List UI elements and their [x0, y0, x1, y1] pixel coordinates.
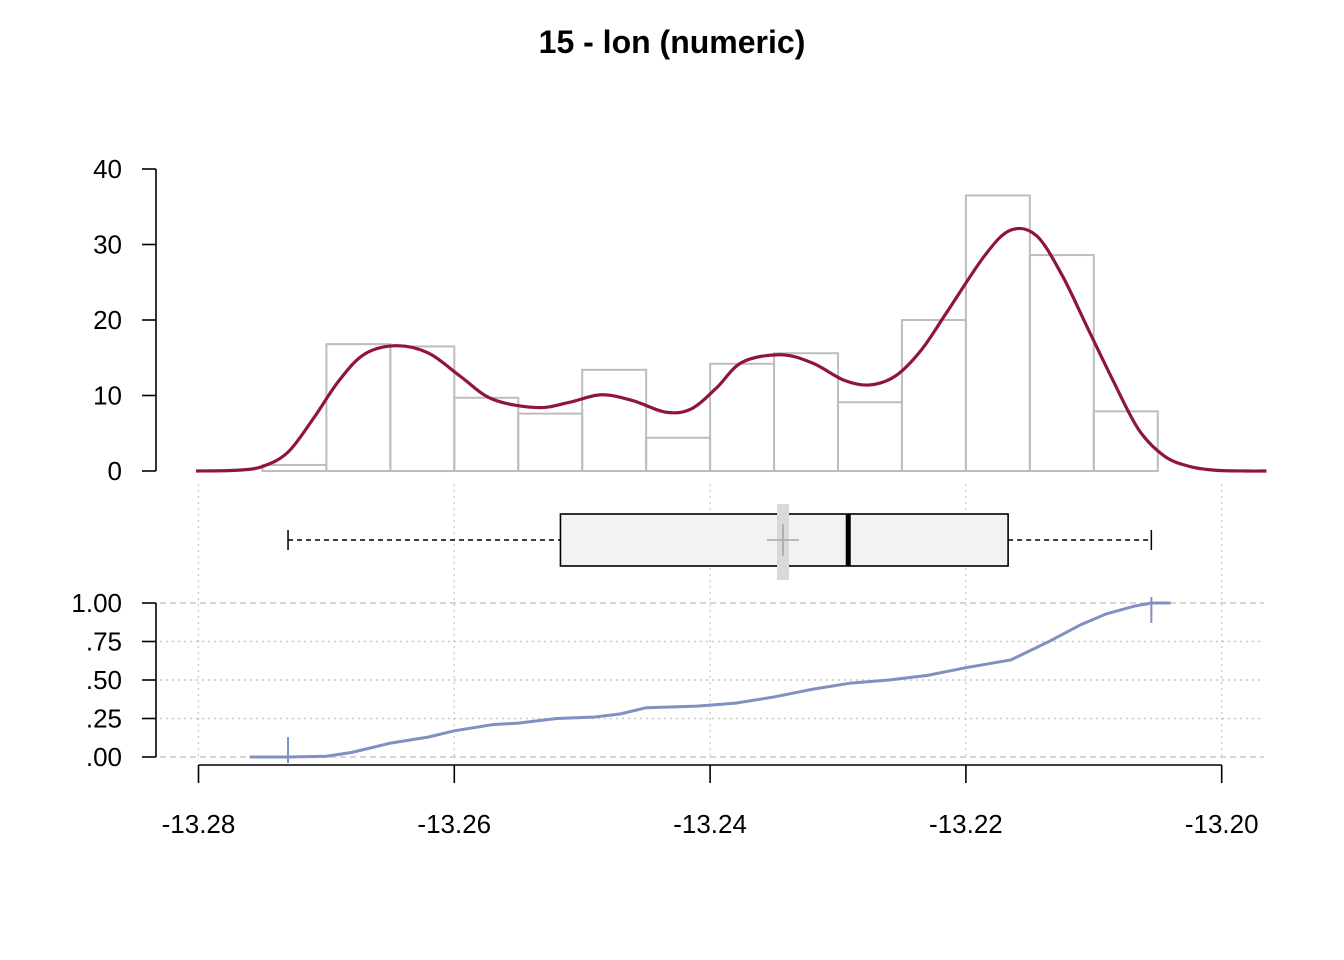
ecdf-y-tick-label: .75: [86, 627, 122, 657]
hist-y-tick-label: 0: [108, 456, 122, 486]
density-curve: [195, 226, 1267, 473]
boxplot: [287, 504, 1153, 580]
x-tick-label: -13.22: [929, 809, 1003, 839]
histogram-bar: [325, 343, 392, 472]
histogram-bar: [900, 319, 967, 472]
hist-y-tick-label: 10: [93, 381, 122, 411]
chart-title: 15 - lon (numeric): [539, 24, 806, 60]
histogram-bar: [453, 396, 520, 473]
x-tick-label: -13.20: [1185, 809, 1259, 839]
histogram-bar: [964, 194, 1031, 473]
x-tick-label: -13.28: [162, 809, 236, 839]
histogram-y-axis: 0 10 20 30 40: [93, 154, 157, 486]
hist-y-tick-label: 40: [93, 154, 122, 184]
histogram-bar: [1028, 254, 1095, 472]
ecdf-y-tick-label: .25: [86, 704, 122, 734]
histogram-bar: [709, 362, 776, 473]
ecdf-grid: [160, 602, 1264, 758]
histogram-bar: [645, 436, 712, 472]
x-axis: -13.28 -13.26 -13.24 -13.22 -13.20: [162, 764, 1259, 839]
ecdf-end-marks: [287, 597, 1153, 763]
histogram-bar: [517, 412, 584, 472]
ecdf-y-tick-label: 1.00: [71, 588, 122, 618]
hist-y-tick-label: 20: [93, 305, 122, 335]
hist-y-tick-label: 30: [93, 230, 122, 260]
ecdf-y-axis: .00 .25 .50 .75 1.00: [71, 588, 157, 772]
x-tick-label: -13.26: [417, 809, 491, 839]
ecdf-y-tick-label: .50: [86, 665, 122, 695]
ecdf-y-tick-label: .00: [86, 742, 122, 772]
ecdf-curve: [249, 601, 1171, 759]
x-tick-label: -13.24: [673, 809, 747, 839]
histogram-bar: [837, 401, 903, 473]
histogram-bar: [581, 368, 648, 472]
histogram-bars: [261, 194, 1159, 473]
